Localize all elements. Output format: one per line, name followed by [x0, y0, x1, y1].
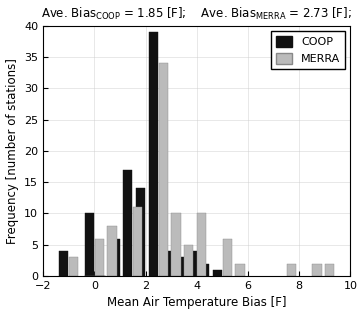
Bar — [213, 270, 222, 276]
Bar — [69, 257, 78, 276]
Bar — [200, 264, 209, 276]
Bar — [162, 251, 171, 276]
Bar — [187, 251, 196, 276]
Bar — [184, 245, 193, 276]
Legend: COOP, MERRA: COOP, MERRA — [271, 32, 345, 69]
Bar — [149, 32, 158, 276]
Bar — [236, 264, 245, 276]
Bar — [133, 207, 142, 276]
Title: Ave. Bias$_{\rm COOP}$ = 1.85 [F];    Ave. Bias$_{\rm MERRA}$ = 2.73 [F];: Ave. Bias$_{\rm COOP}$ = 1.85 [F]; Ave. … — [41, 6, 352, 22]
Bar — [59, 251, 69, 276]
Y-axis label: Frequency [number of stations]: Frequency [number of stations] — [5, 58, 19, 244]
Bar — [136, 188, 145, 276]
Bar — [325, 264, 334, 276]
Bar — [312, 264, 322, 276]
Bar — [197, 214, 206, 276]
Bar — [171, 214, 181, 276]
Bar — [287, 264, 296, 276]
Bar — [110, 238, 120, 276]
Bar — [95, 238, 104, 276]
Bar — [123, 170, 132, 276]
Bar — [159, 63, 168, 276]
Bar — [223, 238, 232, 276]
Bar — [85, 214, 94, 276]
Bar — [175, 257, 184, 276]
Bar — [107, 226, 117, 276]
X-axis label: Mean Air Temperature Bias [F]: Mean Air Temperature Bias [F] — [107, 296, 286, 309]
